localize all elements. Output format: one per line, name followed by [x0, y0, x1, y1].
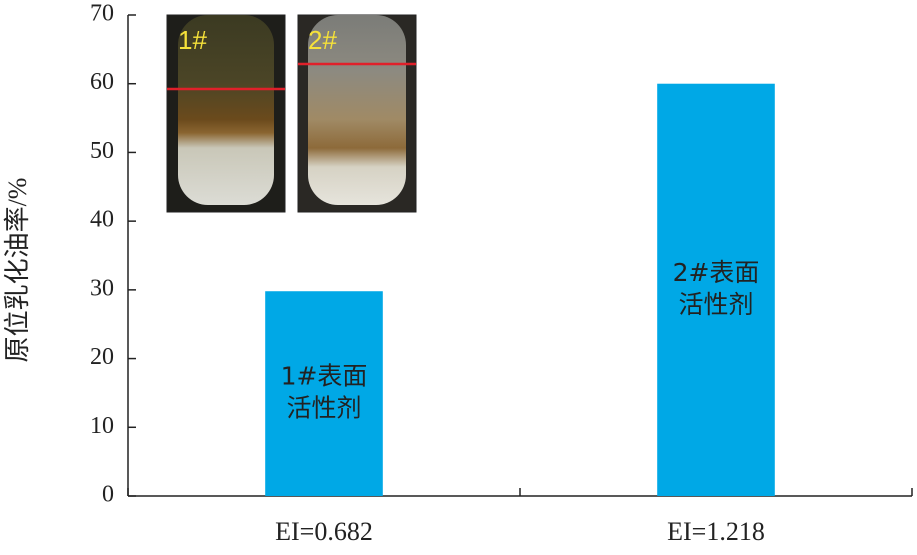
x-tick-label: EI=0.682	[275, 517, 373, 546]
y-axis-label: 原位乳化油率/%	[3, 178, 32, 363]
y-tick-label: 40	[90, 207, 114, 233]
bar-label: 活性剂	[678, 290, 753, 319]
y-tick-label: 60	[90, 69, 114, 95]
inset-tube	[178, 15, 274, 205]
x-tick-label: EI=1.218	[667, 517, 765, 546]
inset-tube	[308, 15, 406, 205]
inset-2	[297, 14, 417, 213]
bar	[657, 83, 775, 496]
y-tick-label: 10	[90, 413, 114, 439]
y-tick-label: 0	[102, 482, 114, 508]
bar-label: 1#表面	[281, 362, 368, 391]
inset-1	[166, 14, 286, 213]
bar-label: 2#表面	[673, 258, 760, 287]
y-tick-label: 20	[90, 344, 114, 370]
bar	[265, 291, 383, 496]
inset-label: 1#	[178, 25, 207, 55]
y-tick-label: 30	[90, 275, 114, 301]
y-tick-label: 50	[90, 138, 114, 164]
inset-label: 2#	[308, 25, 337, 55]
y-tick-label: 70	[90, 1, 114, 27]
bar-label: 活性剂	[286, 394, 361, 423]
